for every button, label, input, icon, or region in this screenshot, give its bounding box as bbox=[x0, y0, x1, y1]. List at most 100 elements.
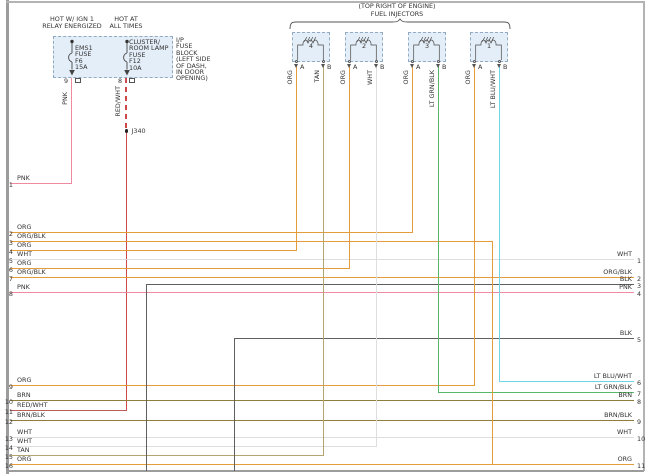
injector-4-pin-b-letter: B bbox=[327, 63, 332, 71]
fuse1-symbol-icon bbox=[67, 39, 75, 76]
left-row-12-label: BRN/BLK bbox=[17, 411, 45, 419]
frame-left bbox=[6, 0, 9, 474]
wire-row7-orgblk bbox=[10, 277, 634, 279]
wire-inj2-a-org-vert bbox=[349, 66, 351, 269]
right-row-1-number: 1 bbox=[637, 257, 642, 265]
injectors-title-label: FUEL INJECTORS bbox=[370, 10, 424, 18]
left-row-16-label: ORG bbox=[17, 455, 32, 463]
injector-1-wire-b-label: LT BLU/WHT bbox=[489, 70, 497, 109]
right-row-4-label: PNK bbox=[619, 283, 632, 291]
injector-1-coil-icon bbox=[475, 36, 502, 60]
injector-1-pin-a-arrow-icon bbox=[472, 63, 477, 68]
junction-label: J340 bbox=[131, 126, 146, 135]
left-row-14-number: 14 bbox=[4, 444, 13, 452]
injector-3-pin-a-circle bbox=[410, 59, 415, 64]
wire-row10-brn bbox=[10, 400, 634, 402]
wire-row-ltbluwht bbox=[499, 381, 634, 383]
fuse1-label-line2: FUSE bbox=[75, 50, 92, 59]
right-row-3-label: BLK bbox=[619, 275, 632, 283]
left-row-15-number: 15 bbox=[4, 453, 13, 461]
injector-4-number: 4 bbox=[308, 42, 314, 50]
injector-2-pin-a-circle bbox=[347, 59, 352, 64]
right-row-7-number: 7 bbox=[637, 390, 642, 398]
injector-4-pin-a-arrow-icon bbox=[294, 63, 299, 68]
wire-inj3-b-ltgrnblk-vert bbox=[438, 66, 440, 393]
right-row-7-label: LT GRN/BLK bbox=[594, 383, 632, 391]
wire-inj4-a-org-vert bbox=[296, 66, 298, 251]
right-row-8-number: 8 bbox=[637, 398, 642, 406]
wire-row-ltgrnblk bbox=[438, 392, 634, 394]
injector-4-wire-a-label: ORG bbox=[286, 70, 294, 85]
injector-3-coil-icon bbox=[413, 36, 440, 60]
junction-dot bbox=[124, 129, 129, 133]
fuse1-pin-number: 9 bbox=[64, 77, 69, 85]
fuse-block-note-line3: BLOCK bbox=[176, 48, 198, 57]
wire-row9-org bbox=[10, 385, 475, 387]
fuse1-header-line2: RELAY ENERGIZED bbox=[42, 22, 102, 30]
injector-3-box bbox=[408, 32, 446, 62]
left-row-11-number: 11 bbox=[4, 408, 13, 416]
right-row-5-label: BLK bbox=[619, 329, 632, 337]
left-row-1-number: 1 bbox=[8, 181, 13, 189]
left-row-6-number: 6 bbox=[8, 266, 13, 274]
wire-row1-pnk bbox=[10, 183, 71, 185]
wire-row14-wht bbox=[10, 446, 377, 448]
wire-row-blk-upper bbox=[146, 284, 634, 286]
right-row-6-number: 6 bbox=[637, 379, 642, 387]
frame-top bbox=[6, 1, 644, 3]
injector-4-wire-b-label: TAN bbox=[313, 70, 321, 83]
wire-inj2-b-wht-vert bbox=[376, 66, 378, 447]
injector-1-pin-b-arrow-icon bbox=[497, 63, 502, 68]
injector-2-wire-a-label: ORG bbox=[339, 70, 347, 85]
fuse1-label-line3: F6 bbox=[75, 56, 83, 65]
right-row-6-label: LT BLU/WHT bbox=[593, 372, 632, 380]
injector-4-coil-icon bbox=[297, 36, 324, 60]
fuse2-pin-number: 8 bbox=[118, 77, 123, 85]
injector-2-pin-a-arrow-icon bbox=[347, 63, 352, 68]
fuse2-label-line4: F12 bbox=[129, 57, 141, 66]
injectors-location-label: (TOP RIGHT OF ENGINE) bbox=[358, 2, 436, 10]
left-row-2-number: 2 bbox=[8, 230, 13, 238]
wire-row-blk-lower bbox=[234, 338, 634, 340]
wire-orgblk-drop-vert bbox=[492, 241, 494, 465]
right-row-8-label: BRN bbox=[618, 391, 632, 399]
left-row-7-number: 7 bbox=[8, 275, 13, 283]
left-row-12-number: 12 bbox=[4, 418, 13, 426]
fuse-block-note-line6: IN DOOR bbox=[176, 68, 205, 76]
wire-row11-redwht bbox=[10, 410, 127, 412]
wire-row16-org bbox=[10, 464, 634, 466]
left-row-4-label: ORG bbox=[17, 241, 32, 249]
injector-2-wire-b-label: WHT bbox=[366, 70, 374, 86]
fuse2-connector-box-icon bbox=[129, 77, 135, 83]
injector-3-pin-a-arrow-icon bbox=[410, 63, 415, 68]
injector-1-wire-a-label: ORG bbox=[464, 70, 472, 85]
fuse-block-note-line2: FUSE bbox=[176, 42, 193, 51]
right-row-9-label: BRN/BLK bbox=[604, 411, 632, 419]
injector-4-pin-b-arrow-icon bbox=[321, 63, 326, 68]
right-row-2-label: ORG/BLK bbox=[603, 268, 632, 276]
left-row-15-label: TAN bbox=[17, 446, 30, 454]
wire-row2-org bbox=[10, 232, 413, 234]
right-row-1-label: WHT bbox=[616, 250, 632, 258]
wire-inj3-a-org-vert bbox=[412, 66, 414, 233]
wire-row6-org bbox=[10, 268, 349, 270]
wire-row13-wht bbox=[10, 437, 634, 439]
injector-1-pin-a-circle bbox=[472, 59, 477, 64]
right-row-11-number: 11 bbox=[637, 462, 646, 470]
right-row-3-number: 3 bbox=[637, 282, 642, 290]
fuse2-symbol-icon bbox=[122, 39, 130, 76]
fuse-block-note-line4: (LEFT SIDE bbox=[176, 55, 211, 64]
wire-blk-lower-vert bbox=[234, 338, 236, 471]
wire-redwht-junction-vert bbox=[126, 131, 128, 411]
fuse2-label-line1: CLUSTER/ bbox=[129, 38, 160, 46]
left-row-10-number: 10 bbox=[4, 398, 13, 406]
fuse1-header-line1: HOT W/ IGN 1 bbox=[50, 15, 94, 23]
injectors-brace-icon bbox=[289, 18, 511, 30]
right-row-11-label: ORG bbox=[617, 455, 632, 463]
injector-4-pin-a-letter: A bbox=[300, 63, 305, 71]
fuse-block-note-line5: OF DASH, bbox=[176, 61, 207, 70]
redwht-wire-label: RED/WHT bbox=[114, 86, 122, 117]
fuse1-connector-box-icon bbox=[75, 77, 81, 83]
injector-3-pin-b-circle bbox=[436, 59, 441, 64]
left-row-1-label: PNK bbox=[17, 174, 30, 182]
